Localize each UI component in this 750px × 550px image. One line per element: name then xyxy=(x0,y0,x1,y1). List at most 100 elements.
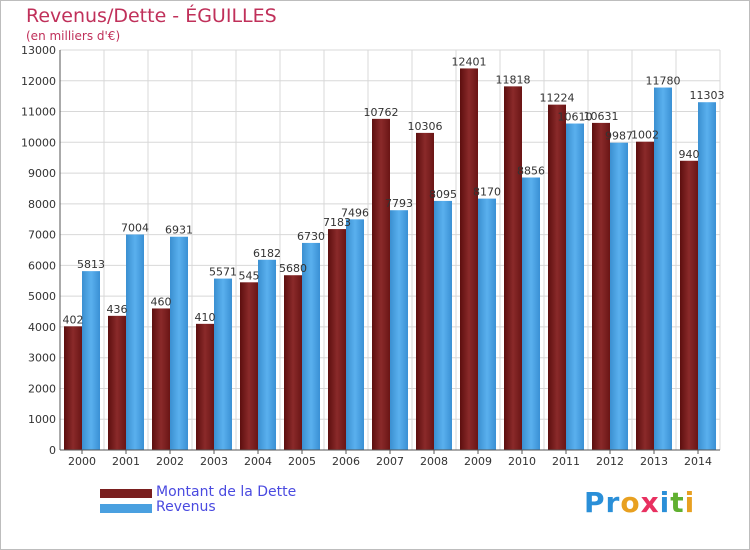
bar-debt xyxy=(152,308,170,450)
bar-revenue xyxy=(654,87,672,451)
bar-debt xyxy=(372,118,390,450)
bar-revenue xyxy=(478,198,496,450)
data-label-debt: 7183 xyxy=(323,216,351,229)
logo-letter: i xyxy=(659,486,671,519)
data-label-revenue: 8170 xyxy=(473,186,501,199)
x-tick-label: 2000 xyxy=(68,455,96,468)
bar-debt xyxy=(680,160,698,450)
x-tick-label: 2005 xyxy=(288,455,316,468)
legend-swatch-revenue xyxy=(100,504,152,513)
data-label-debt: 10762 xyxy=(364,106,399,119)
bar-revenue xyxy=(258,259,276,450)
y-tick-label: 3000 xyxy=(28,352,56,365)
bar-revenue xyxy=(522,177,540,450)
x-tick-label: 2010 xyxy=(508,455,536,468)
y-tick-label: 1000 xyxy=(28,413,56,426)
bar-debt xyxy=(416,132,434,450)
data-label-debt: 11818 xyxy=(496,73,531,86)
bars xyxy=(64,68,716,451)
bar-debt xyxy=(504,86,522,450)
bar-debt xyxy=(636,141,654,450)
bar-revenue xyxy=(346,219,364,450)
bar-revenue xyxy=(390,210,408,450)
data-label-revenue: 5571 xyxy=(209,266,237,279)
data-label-revenue: 10610 xyxy=(558,111,593,124)
y-tick-label: 11000 xyxy=(21,106,56,119)
chart-subtitle: (en milliers d'€) xyxy=(26,29,121,43)
legend-label-revenue: Revenus xyxy=(156,499,216,515)
data-label-debt: 1002 xyxy=(631,129,659,142)
bar-revenue xyxy=(610,142,628,450)
data-label-revenue: 6931 xyxy=(165,224,193,237)
bar-revenue xyxy=(82,271,100,450)
bar-revenue xyxy=(126,234,144,450)
bar-debt xyxy=(328,229,346,450)
y-tick-label: 0 xyxy=(49,444,56,457)
data-label-debt: 11224 xyxy=(540,92,575,105)
bar-debt xyxy=(460,68,478,450)
data-label-debt: 460 xyxy=(151,295,172,308)
bar-debt xyxy=(108,315,126,450)
legend-label-debt: Montant de la Dette xyxy=(156,484,297,500)
data-label-debt: 545 xyxy=(239,269,260,282)
x-tick-label: 2001 xyxy=(112,455,140,468)
data-label-revenue: 9987 xyxy=(605,130,633,143)
x-tick-label: 2002 xyxy=(156,455,184,468)
x-tick-label: 2007 xyxy=(376,455,404,468)
data-label-revenue: 11303 xyxy=(690,89,725,102)
logo-letter: P xyxy=(584,486,606,519)
x-tick-label: 2014 xyxy=(684,455,712,468)
logo-letter: x xyxy=(640,486,660,519)
data-label-debt: 402 xyxy=(63,313,84,326)
bar-debt xyxy=(284,275,302,450)
data-label-debt: 940 xyxy=(679,148,700,161)
bar-debt xyxy=(64,326,82,450)
logo-letter: o xyxy=(620,486,641,519)
y-tick-label: 7000 xyxy=(28,229,56,242)
bar-revenue xyxy=(170,236,188,450)
y-tick-label: 5000 xyxy=(28,290,56,303)
bar-revenue xyxy=(698,102,716,450)
x-tick-label: 2008 xyxy=(420,455,448,468)
data-label-revenue: 7793 xyxy=(385,197,413,210)
axes: 0 1000 2000 3000 4000 5000 6000 7000 8000 9000 100… xyxy=(21,44,720,468)
y-tick-label: 9000 xyxy=(28,167,56,180)
y-tick-label: 13000 xyxy=(21,44,56,57)
x-tick-label: 2006 xyxy=(332,455,360,468)
y-tick-label: 4000 xyxy=(28,321,56,334)
data-label-debt: 436 xyxy=(107,303,128,316)
data-label-revenue: 8856 xyxy=(517,165,545,178)
logo-letter: t xyxy=(670,486,685,519)
bar-revenue xyxy=(434,200,452,450)
bar-debt xyxy=(592,122,610,451)
bar-debt xyxy=(240,282,258,450)
data-label-revenue: 11780 xyxy=(646,75,681,88)
bar-revenue xyxy=(302,242,320,450)
data-label-revenue: 7496 xyxy=(341,206,369,219)
x-tick-label: 2013 xyxy=(640,455,668,468)
bar-revenue xyxy=(566,123,584,451)
y-tick-label: 2000 xyxy=(28,382,56,395)
data-label-debt: 10631 xyxy=(584,110,619,123)
data-label-revenue: 7004 xyxy=(121,221,149,234)
logo-letter: i xyxy=(684,486,696,519)
x-tick-label: 2004 xyxy=(244,455,272,468)
chart-title: Revenus/Dette - ÉGUILLES xyxy=(26,5,277,27)
x-tick-label: 2003 xyxy=(200,455,228,468)
data-label-debt: 5680 xyxy=(279,262,307,275)
data-label-debt: 12401 xyxy=(452,55,487,68)
y-tick-label: 8000 xyxy=(28,198,56,211)
bar-debt xyxy=(548,104,566,451)
x-tick-label: 2009 xyxy=(464,455,492,468)
data-label-revenue: 6730 xyxy=(297,230,325,243)
data-label-debt: 10306 xyxy=(408,120,443,133)
data-label-revenue: 8095 xyxy=(429,188,457,201)
y-tick-label: 12000 xyxy=(21,75,56,88)
bar-revenue xyxy=(214,278,232,450)
legend-swatch-debt xyxy=(100,489,152,498)
x-tick-label: 2012 xyxy=(596,455,624,468)
logo-letter: r xyxy=(605,486,621,519)
data-labels: 402 5813 436 7004 460 6931 410 5571 545 6182 5680 6… xyxy=(63,55,725,326)
x-tick-label: 2011 xyxy=(552,455,580,468)
